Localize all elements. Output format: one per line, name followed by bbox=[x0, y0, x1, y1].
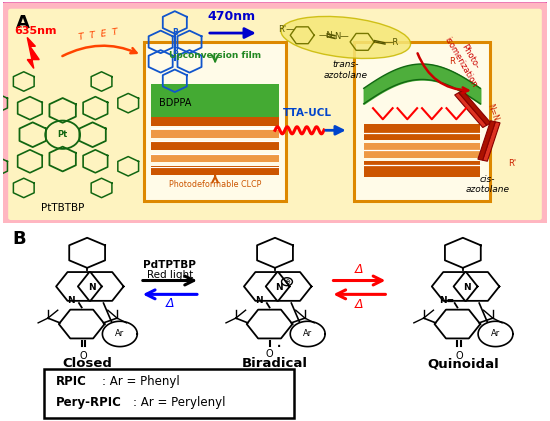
Text: N: N bbox=[67, 296, 75, 305]
Text: Biradical: Biradical bbox=[242, 357, 308, 370]
Text: N: N bbox=[87, 283, 95, 292]
Text: TTA-UCL: TTA-UCL bbox=[283, 108, 332, 117]
Text: N=: N= bbox=[439, 296, 454, 305]
Text: A: A bbox=[16, 14, 30, 32]
FancyBboxPatch shape bbox=[8, 9, 542, 220]
Text: Δ: Δ bbox=[355, 298, 364, 311]
Text: ⊕: ⊕ bbox=[284, 279, 290, 285]
Text: N—: N— bbox=[334, 32, 349, 41]
FancyBboxPatch shape bbox=[151, 117, 279, 126]
Text: Ar: Ar bbox=[303, 330, 312, 338]
Text: BDPPA: BDPPA bbox=[158, 99, 191, 109]
Text: 470nm: 470nm bbox=[207, 10, 256, 23]
Text: B: B bbox=[172, 28, 178, 37]
Text: Quinoidal: Quinoidal bbox=[427, 357, 499, 370]
Polygon shape bbox=[364, 124, 480, 140]
Text: O: O bbox=[80, 351, 87, 360]
Text: Ar: Ar bbox=[491, 330, 500, 338]
Polygon shape bbox=[364, 143, 480, 158]
Text: O: O bbox=[455, 351, 463, 360]
Text: : Ar = Perylenyl: : Ar = Perylenyl bbox=[134, 395, 226, 408]
Polygon shape bbox=[478, 121, 496, 160]
FancyBboxPatch shape bbox=[151, 142, 279, 150]
Text: R: R bbox=[449, 57, 455, 66]
Text: N: N bbox=[464, 283, 471, 292]
Text: RPIC: RPIC bbox=[56, 375, 87, 388]
Text: N=N: N=N bbox=[486, 103, 500, 123]
Text: N: N bbox=[255, 296, 262, 305]
Text: 635nm: 635nm bbox=[15, 26, 57, 36]
Polygon shape bbox=[455, 93, 487, 128]
Polygon shape bbox=[364, 161, 480, 177]
Text: Ar: Ar bbox=[115, 330, 124, 338]
Text: R'—: R'— bbox=[278, 25, 294, 34]
FancyBboxPatch shape bbox=[151, 130, 279, 138]
Polygon shape bbox=[459, 91, 491, 125]
Text: B: B bbox=[172, 47, 178, 56]
Text: T  T  E  T: T T E T bbox=[78, 28, 118, 43]
Text: Δ: Δ bbox=[355, 263, 364, 276]
FancyBboxPatch shape bbox=[354, 42, 490, 201]
Text: Red light: Red light bbox=[147, 270, 193, 280]
FancyBboxPatch shape bbox=[151, 84, 279, 121]
Text: Photodeformable CLCP: Photodeformable CLCP bbox=[169, 180, 261, 189]
Text: ·: · bbox=[276, 338, 283, 357]
Text: —N: —N bbox=[318, 31, 333, 40]
Text: Photo-
isomerization: Photo- isomerization bbox=[443, 30, 488, 89]
Text: Pt: Pt bbox=[58, 130, 68, 139]
Text: Pery-RPIC: Pery-RPIC bbox=[56, 395, 122, 408]
Text: B: B bbox=[13, 230, 26, 248]
Text: PtTBTBP: PtTBTBP bbox=[41, 203, 84, 213]
Text: N: N bbox=[276, 283, 283, 292]
Polygon shape bbox=[28, 37, 39, 68]
Text: cis-
azotolane: cis- azotolane bbox=[465, 174, 509, 194]
Text: trans-
azotolane: trans- azotolane bbox=[324, 61, 368, 80]
FancyBboxPatch shape bbox=[43, 369, 294, 418]
FancyBboxPatch shape bbox=[144, 42, 286, 201]
FancyBboxPatch shape bbox=[0, 1, 550, 225]
FancyBboxPatch shape bbox=[151, 154, 279, 163]
Text: R': R' bbox=[508, 159, 516, 168]
Polygon shape bbox=[482, 122, 500, 161]
Text: Closed: Closed bbox=[62, 357, 112, 370]
Text: : Ar = Phenyl: : Ar = Phenyl bbox=[102, 375, 180, 388]
Text: PdTPTBP: PdTPTBP bbox=[144, 260, 196, 270]
Text: —R: —R bbox=[385, 38, 399, 47]
Ellipse shape bbox=[281, 16, 411, 59]
FancyBboxPatch shape bbox=[151, 166, 279, 174]
Text: O: O bbox=[266, 349, 273, 359]
Text: Δ: Δ bbox=[166, 296, 174, 309]
Text: Upconversion film: Upconversion film bbox=[169, 51, 261, 60]
